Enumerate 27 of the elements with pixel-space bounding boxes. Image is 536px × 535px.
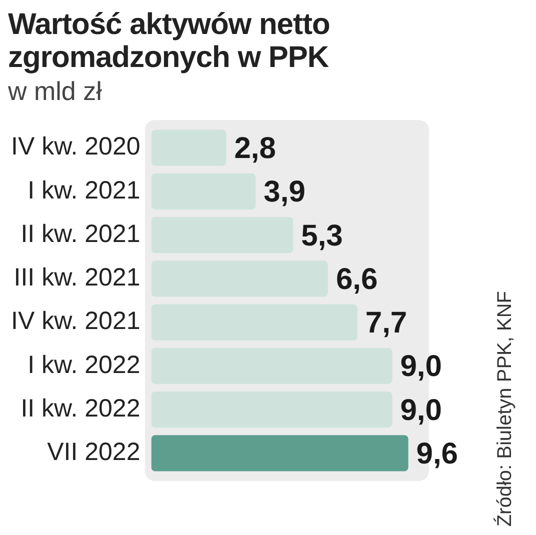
data-label: 9,0 <box>400 394 442 427</box>
y-tick-label: IV kw. 2020 <box>11 132 140 161</box>
chart-subtitle: w mld zł <box>8 75 103 108</box>
bar <box>151 435 408 472</box>
data-label: 9,0 <box>400 350 442 384</box>
data-label: 7,7 <box>365 306 408 340</box>
y-tick-label: I kw. 2022 <box>28 350 140 379</box>
y-tick-label: IV kw. 2021 <box>11 307 140 336</box>
data-label: 5,3 <box>301 219 343 252</box>
bar <box>151 217 294 254</box>
bar <box>151 130 226 166</box>
chart-title: Wartość aktywów netto zgromadzonych w PPK <box>8 8 331 74</box>
y-tick-label: VII 2022 <box>47 438 140 466</box>
data-label: 6,6 <box>336 262 378 296</box>
bar <box>151 348 392 384</box>
bar <box>151 173 256 210</box>
bar <box>151 260 328 297</box>
y-tick-label: III kw. 2021 <box>14 264 140 292</box>
bar <box>151 304 358 340</box>
bar <box>151 392 392 428</box>
y-tick-label: II kw. 2021 <box>20 220 140 248</box>
data-label: 2,8 <box>234 132 276 166</box>
y-tick-label: I kw. 2021 <box>28 176 140 204</box>
y-tick-label: II kw. 2022 <box>20 394 140 422</box>
text: Źródło: Biuletyn PPK, KNF <box>494 291 517 527</box>
data-label: 3,9 <box>264 176 306 209</box>
data-label: 9,6 <box>416 437 458 470</box>
